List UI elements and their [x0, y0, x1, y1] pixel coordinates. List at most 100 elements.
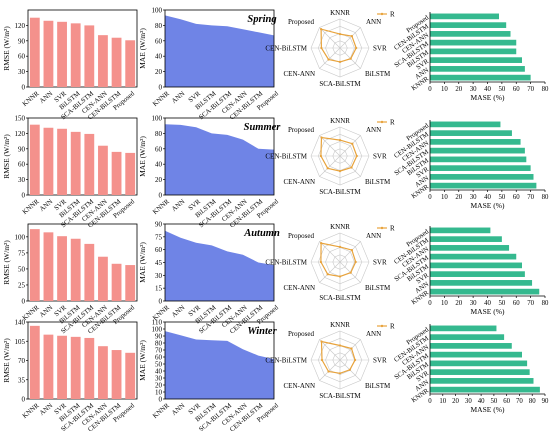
radar-legend-marker — [380, 324, 384, 328]
mase-bar — [430, 369, 530, 375]
mase-xtick-label: 50 — [490, 398, 497, 405]
mase-xtick-label: 60 — [513, 300, 520, 307]
rmse-ytick-label: 35 — [18, 376, 26, 384]
row-autumn: 0255075100KNNRANNSVRBiLSTMSCA-BiLSTMCEN-… — [2, 221, 549, 336]
radar-axis-label: CEN-BiLSTM — [265, 259, 307, 267]
radar-axis-label: SCA-BiLSTM — [319, 294, 361, 302]
mase-xlabel: MASE (%) — [471, 93, 505, 102]
rmse-bar — [43, 232, 54, 301]
mase-xtick-label: 40 — [484, 194, 491, 201]
radar-point — [326, 273, 329, 276]
mase-xtick-label: 50 — [498, 194, 505, 201]
radar-legend-marker — [380, 12, 384, 16]
radar-point — [354, 358, 357, 362]
radar-spoke — [339, 339, 361, 361]
radar-legend-label: R — [390, 119, 395, 127]
mae-plot-frame — [164, 9, 275, 88]
mase-xtick-label: 0 — [428, 398, 432, 405]
radar-spoke — [339, 155, 361, 177]
mae-area — [165, 124, 274, 195]
radar-point — [320, 242, 323, 245]
mae-xtick-label: ANN — [171, 402, 187, 417]
radar-point — [348, 368, 351, 371]
rmse-ytick-label: 100 — [15, 233, 26, 241]
mase-bar — [430, 253, 517, 260]
mase-chart: KNNRANNSVRBiLSTMSCA-BiLSTMCEN-ANNCEN-BiL… — [393, 226, 549, 316]
mase-bar — [430, 271, 525, 277]
rmse-bar — [98, 145, 108, 195]
rmse-ylabel: RMSE (W/m²) — [2, 26, 11, 71]
radar-axis-label: ANN — [366, 126, 381, 134]
radar-axis-label: Proposed — [288, 232, 315, 240]
radar-axis-label: SVR — [373, 45, 387, 53]
rmse-bar — [84, 25, 95, 87]
rmse-ytick-label: 50 — [18, 265, 26, 273]
mae-ytick-label: 50 — [155, 361, 163, 369]
radar-point — [349, 271, 352, 274]
radar-point — [349, 57, 352, 60]
rmse-ytick-label: 0 — [22, 396, 26, 404]
mase-bar — [430, 130, 512, 136]
mae-ytick-label: 80 — [155, 340, 163, 348]
radar-axis-label: Proposed — [288, 126, 315, 134]
radar-axis-label: Proposed — [288, 18, 315, 26]
mase-bar — [430, 22, 507, 28]
mase-chart: KNNRANNSVRBiLSTMSCA-BiLSTMCEN-ANNCEN-BiL… — [393, 120, 549, 210]
radar-axis-label: CEN-ANN — [284, 284, 316, 292]
mase-bar — [430, 156, 527, 163]
rmse-xtick-label: ANN — [39, 198, 55, 213]
radar-axis-label: Proposed — [288, 330, 315, 338]
mase-xtick-label: 40 — [484, 86, 491, 93]
mase-xlabel: MASE (%) — [471, 307, 505, 316]
mase-bar — [430, 147, 525, 154]
rmse-bar — [29, 17, 40, 88]
radar-axis-label: SVR — [373, 153, 387, 161]
mae-ytick-label: 20 — [155, 68, 163, 76]
radar-legend-label: R — [390, 323, 395, 331]
mae-ytick-label: 60 — [155, 354, 163, 362]
mae-xtick-label: ANN — [171, 304, 187, 319]
radar-point — [354, 260, 357, 264]
mae-area — [165, 15, 274, 87]
mae-ytick-label: 75 — [155, 233, 163, 241]
mae-ytick-label: 10 — [155, 389, 163, 397]
radar-axis-label: SVR — [373, 357, 387, 365]
rmse-xtick-label: ANN — [39, 90, 55, 105]
mae-area — [165, 331, 274, 399]
radar-spoke — [339, 135, 361, 157]
mase-bar — [430, 378, 534, 384]
mase-xtick-label: 10 — [441, 194, 448, 201]
radar-axis-label: KNNR — [330, 321, 350, 329]
mae-ytick-label: 40 — [155, 53, 163, 61]
rmse-plot-frame — [27, 223, 138, 302]
radar-point — [326, 167, 329, 170]
mase-xtick-label: 80 — [529, 398, 536, 405]
radar-spoke — [339, 241, 361, 263]
season-title: Summer — [244, 122, 282, 133]
radar-point — [320, 340, 323, 343]
rmse-bar — [98, 256, 108, 301]
mae-ytick-label: 20 — [155, 382, 163, 390]
mae-ytick-label: 30 — [155, 272, 163, 280]
rmse-bar — [43, 334, 54, 399]
mae-ylabel: MAE (W/m²) — [138, 28, 147, 69]
radar-point — [338, 245, 342, 248]
radar-axis-label: CEN-ANN — [284, 178, 316, 186]
mase-xtick-label: 0 — [428, 194, 432, 201]
rmse-bar — [125, 352, 136, 399]
rmse-ytick-label: 120 — [15, 22, 26, 30]
rmse-plot-frame — [27, 117, 138, 196]
radar-point — [320, 28, 323, 31]
radar-point — [338, 139, 342, 142]
mae-xtick-label: ANN — [171, 198, 187, 213]
mase-xtick-label: 0 — [428, 86, 432, 93]
row-winter: 03570105140KNNRANNSVRBiLSTMSCA-BiLSTMCEN… — [2, 319, 549, 431]
rmse-ytick-label: 140 — [15, 319, 26, 327]
radar-point — [320, 46, 323, 50]
rmse-plot-frame — [27, 9, 138, 88]
mae-xtick-label: KNNR — [152, 198, 172, 216]
radar-point — [338, 275, 342, 278]
